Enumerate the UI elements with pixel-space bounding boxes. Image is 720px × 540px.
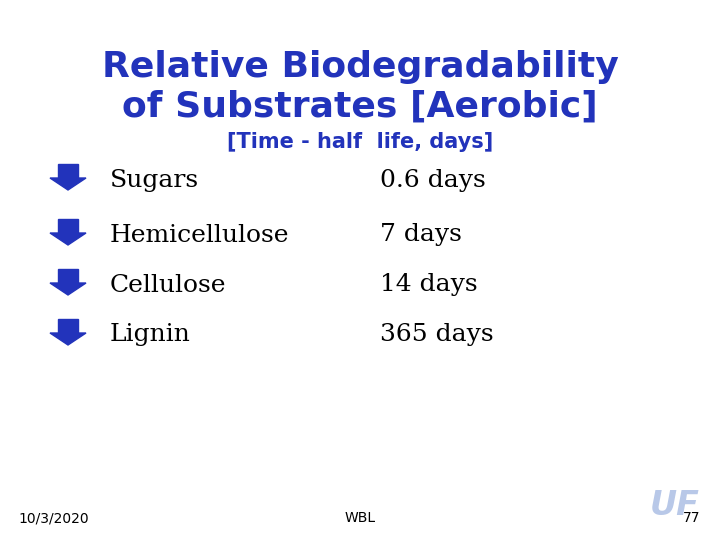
Text: Hemicellulose: Hemicellulose [110,224,289,246]
Polygon shape [58,319,78,333]
Text: 14 days: 14 days [380,273,477,296]
Polygon shape [58,164,78,178]
Text: of Substrates [Aerobic]: of Substrates [Aerobic] [122,90,598,124]
Polygon shape [50,283,86,295]
Text: UF: UF [650,489,700,522]
Text: Cellulose: Cellulose [110,273,227,296]
Text: 7 days: 7 days [380,224,462,246]
Polygon shape [58,219,78,233]
Polygon shape [50,178,86,190]
Text: 0.6 days: 0.6 days [380,168,486,192]
Polygon shape [50,233,86,245]
Text: Relative Biodegradability: Relative Biodegradability [102,50,618,84]
Text: 365 days: 365 days [380,323,494,347]
Text: WBL: WBL [344,511,376,525]
Text: [Time - half  life, days]: [Time - half life, days] [227,132,493,152]
Text: Lignin: Lignin [110,323,191,347]
Polygon shape [50,333,86,345]
Text: Sugars: Sugars [110,168,199,192]
Polygon shape [58,269,78,283]
Text: 10/3/2020: 10/3/2020 [18,511,89,525]
Text: 77: 77 [683,511,700,525]
